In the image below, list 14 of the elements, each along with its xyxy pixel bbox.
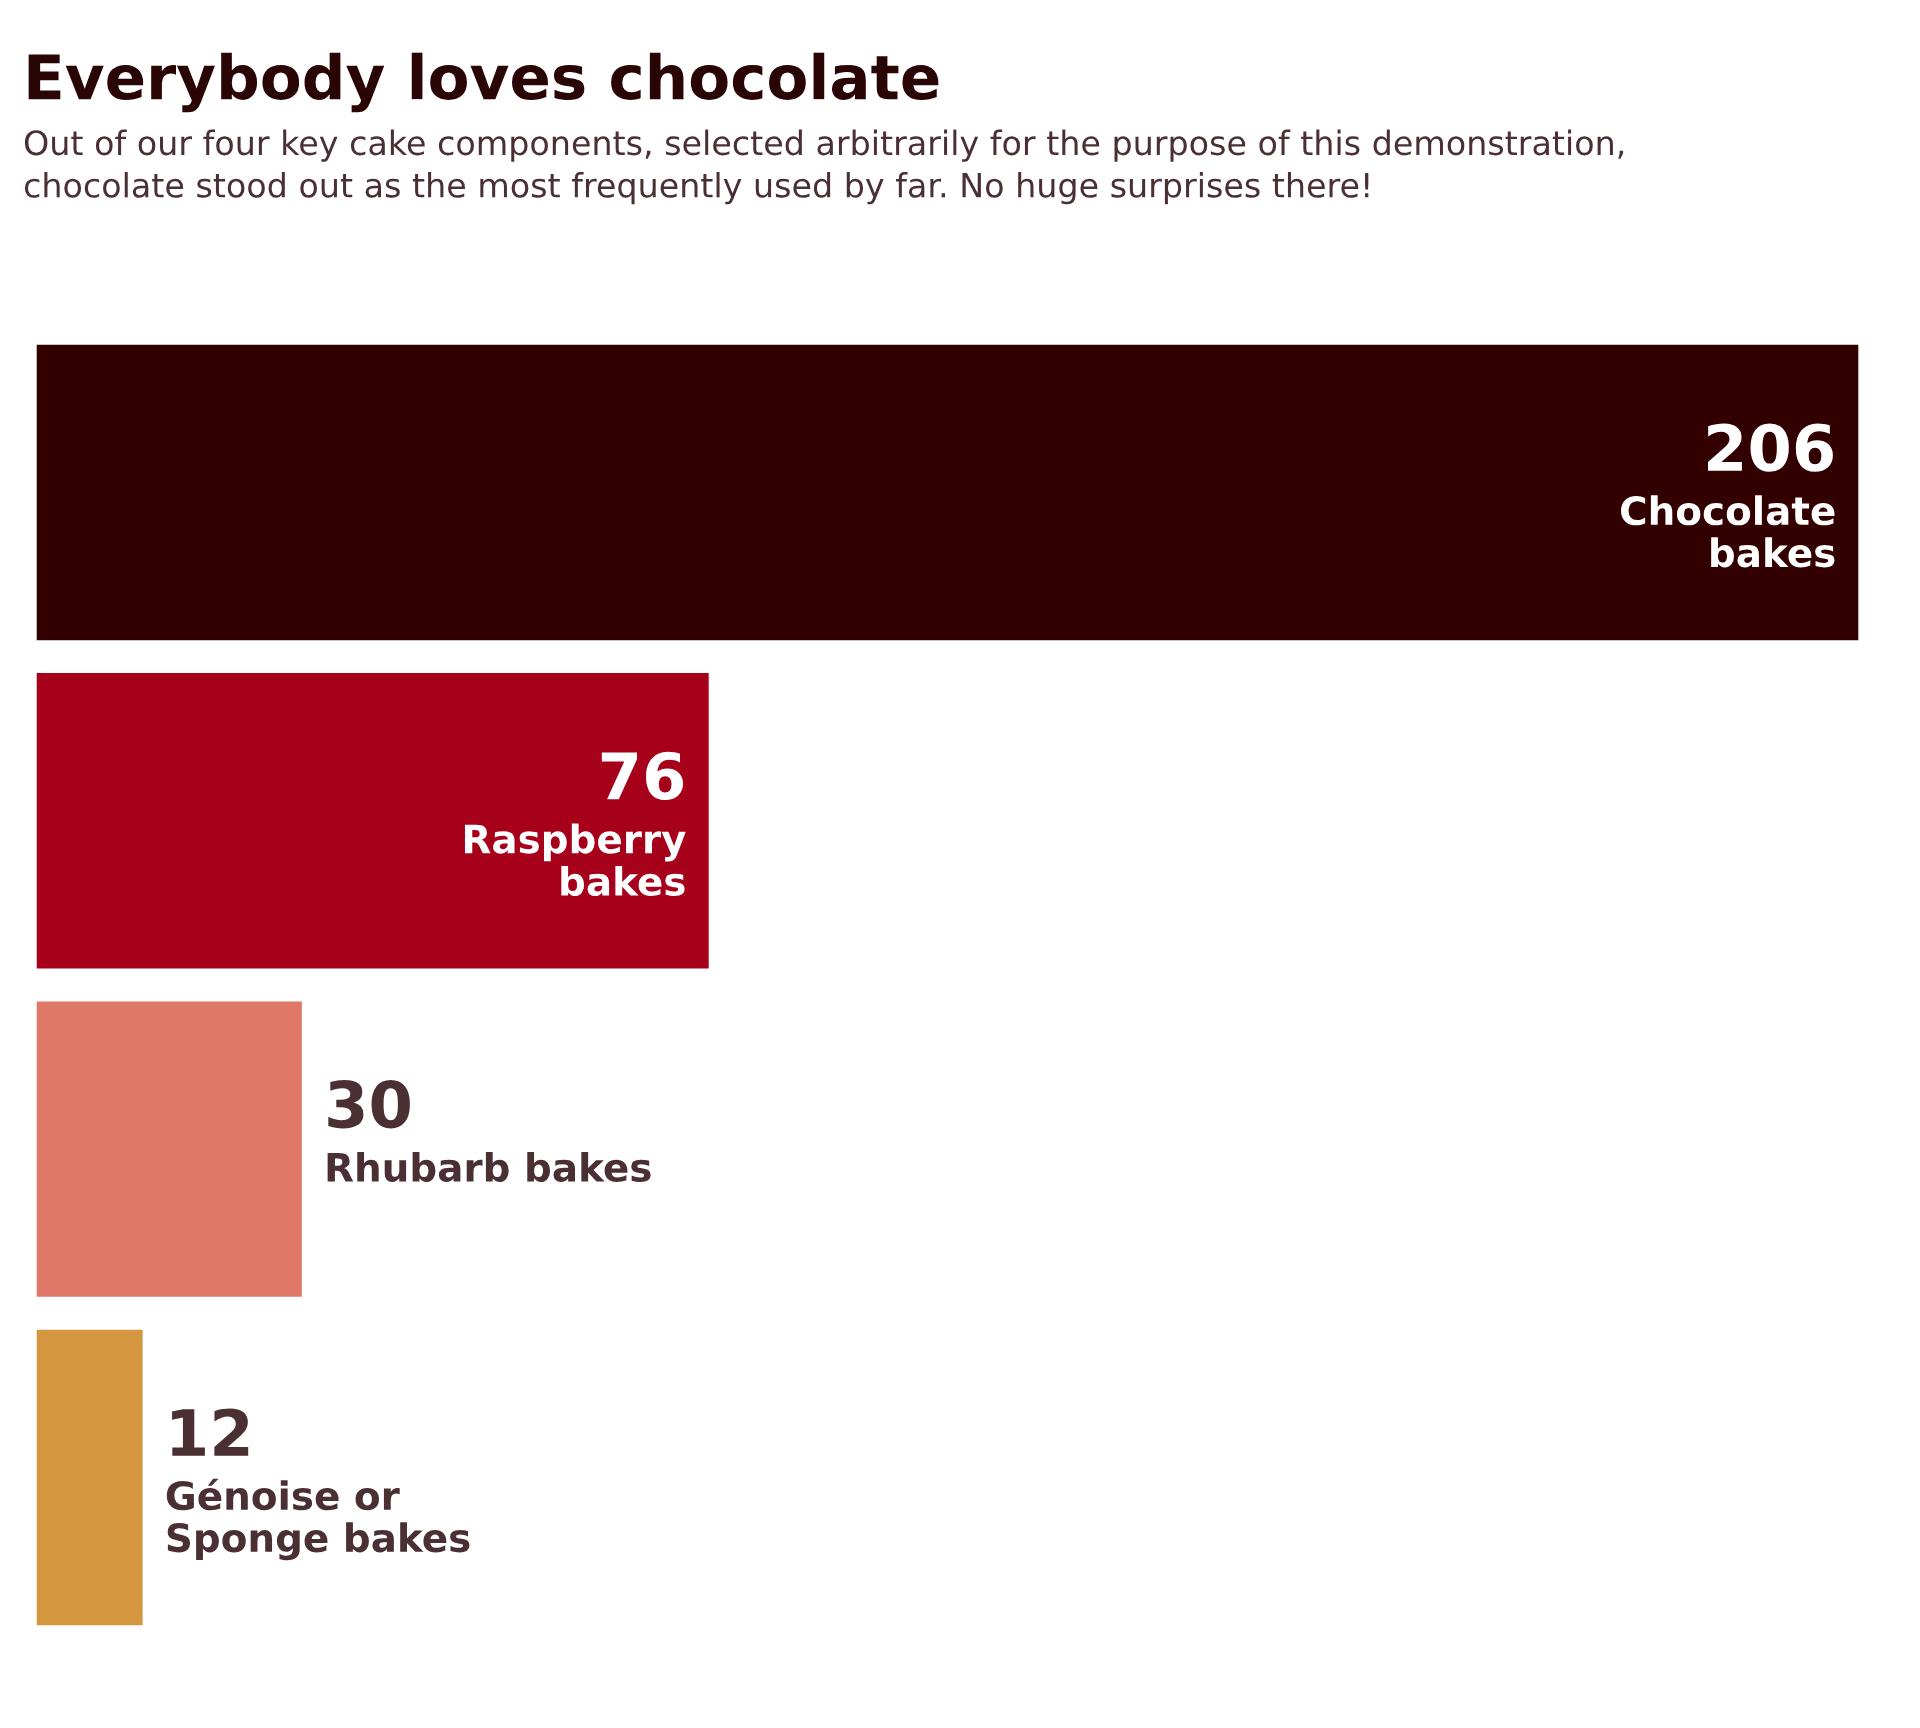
chart-subtitle: Out of our four key cake components, selected arbitrarily for the purpose of this demonstration, chocolate stood out as the most frequently used by far. No huge surprises there!	[24, 129, 1624, 205]
data-label: 12	[172, 1408, 249, 1456]
chart-title: Everybody loves chocolate	[28, 52, 939, 113]
data-label: 30	[328, 1080, 410, 1129]
bar	[36, 344, 1859, 641]
y-tick-label: Génoise or Sponge bakes	[166, 1478, 470, 1561]
bar	[36, 1329, 143, 1626]
bar	[36, 673, 709, 969]
y-tick-label: Chocolate bakes	[1621, 495, 1835, 568]
y-tick-label: Rhubarb bakes	[327, 1151, 651, 1182]
data-label: 76	[601, 751, 684, 801]
y-tick-label: Raspberry bakes	[464, 823, 686, 897]
data-label: 206	[1708, 423, 1833, 472]
bar	[36, 1001, 302, 1297]
